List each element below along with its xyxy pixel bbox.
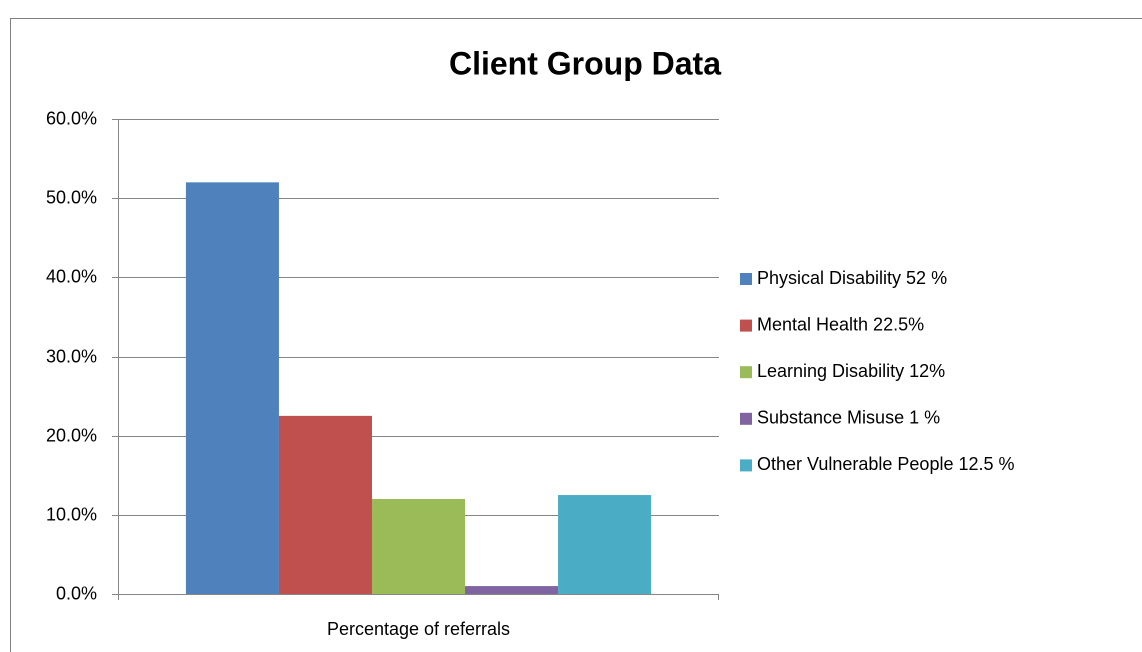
y-tick-label: 30.0% bbox=[46, 346, 97, 366]
legend-label: Learning Disability 12% bbox=[757, 361, 945, 381]
legend-swatch bbox=[740, 319, 752, 332]
bar bbox=[465, 586, 559, 594]
y-tick-label: 0.0% bbox=[56, 583, 97, 603]
bar bbox=[278, 415, 372, 594]
x-tick-label: Percentage of referrals bbox=[327, 619, 510, 639]
legend-label: Mental Health 22.5% bbox=[757, 314, 924, 334]
legend-label: Physical Disability 52 % bbox=[757, 268, 947, 288]
bar bbox=[185, 182, 279, 595]
chart-title: Client Group Data bbox=[449, 45, 721, 81]
legend-swatch bbox=[740, 366, 752, 379]
legend-swatch bbox=[740, 273, 752, 285]
legend-swatch bbox=[740, 412, 752, 425]
legend-label: Substance Misuse 1 % bbox=[757, 408, 940, 428]
bar bbox=[558, 495, 652, 594]
legend-label: Other Vulnerable People 12.5 % bbox=[757, 454, 1015, 474]
y-tick-label: 50.0% bbox=[46, 187, 97, 207]
legend-swatch bbox=[740, 459, 752, 472]
bar bbox=[371, 499, 466, 594]
y-tick-label: 40.0% bbox=[46, 266, 97, 286]
y-tick-label: 10.0% bbox=[46, 504, 97, 524]
y-tick-label: 60.0% bbox=[46, 108, 97, 128]
y-tick-label: 20.0% bbox=[46, 425, 97, 445]
